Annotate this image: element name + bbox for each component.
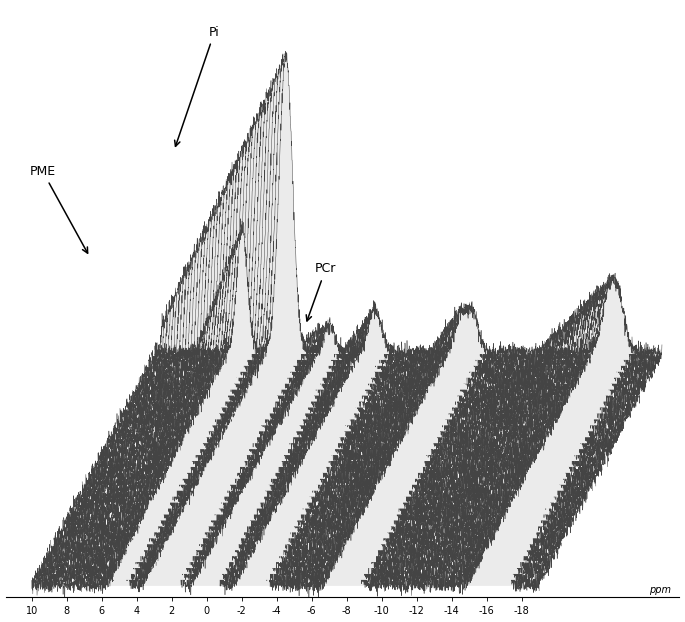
Text: PCr: PCr: [306, 262, 336, 321]
Text: ppm: ppm: [649, 585, 671, 595]
Text: $\gamma$-ATP: $\gamma$-ATP: [347, 361, 385, 434]
Text: $\beta$-ATP: $\beta$-ATP: [566, 376, 604, 450]
Text: $\alpha$-ATP: $\alpha$-ATP: [445, 351, 483, 412]
Text: Pi: Pi: [175, 26, 220, 146]
Text: PME: PME: [29, 165, 88, 253]
